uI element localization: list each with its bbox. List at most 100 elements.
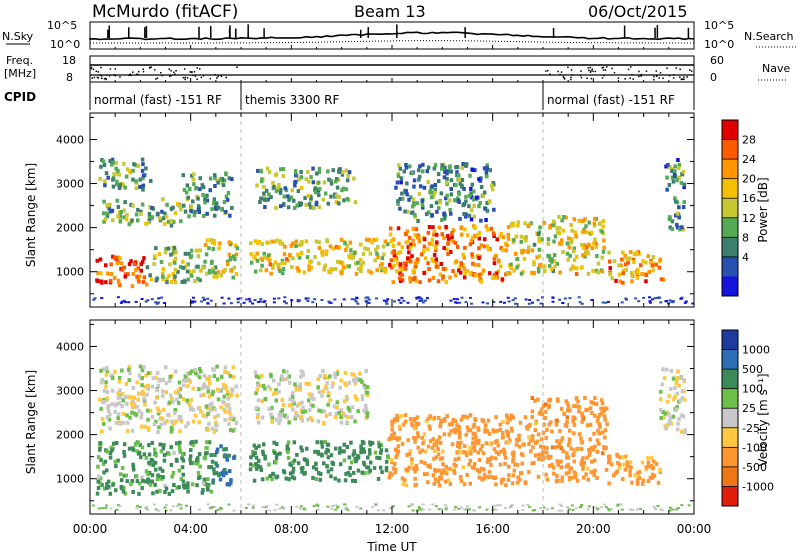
power-ground-cell [513, 297, 517, 300]
velocity-ground-cell [105, 504, 108, 507]
velocity-cell [225, 389, 230, 394]
velocity-cell [477, 458, 482, 462]
velocity-cell [471, 446, 476, 451]
power-ground-cell [421, 301, 425, 304]
power-cell [391, 244, 396, 248]
power-cell [212, 197, 217, 202]
velocity-cell [197, 367, 202, 371]
power-cell [192, 269, 196, 274]
power-cell [537, 239, 542, 244]
velocity-ground-cell [410, 504, 414, 507]
velocity-cell [527, 435, 531, 440]
power-cell [495, 237, 499, 242]
power-cell [621, 280, 625, 285]
velocity-cell [368, 442, 373, 447]
power-cell [540, 237, 544, 242]
velocity-cell [302, 471, 306, 476]
velocity-cell [96, 479, 100, 484]
power-cell [399, 267, 403, 272]
velocity-ground-cell [660, 509, 664, 512]
power-cell [577, 218, 581, 223]
velocity-cell [472, 462, 477, 467]
velocity-ground-cell [100, 507, 104, 510]
power-ground-cell [402, 299, 406, 302]
power-cell [620, 257, 624, 262]
velocity-cell [379, 450, 383, 455]
velocity-cell [281, 402, 286, 407]
power-ground-cell [385, 299, 389, 302]
velocity-ground-cell [596, 508, 600, 511]
velocity-cell [226, 482, 231, 486]
power-cell [463, 245, 467, 250]
velocity-cell [512, 468, 517, 473]
power-cell [442, 175, 447, 180]
power-cell [105, 214, 110, 219]
power-cell [483, 244, 487, 249]
freq-dot [563, 77, 565, 79]
power-cell [198, 187, 202, 192]
velocity-cell [426, 444, 431, 449]
velocity-cell [174, 369, 178, 374]
freq-dot [627, 68, 630, 71]
velocity-cell [137, 491, 141, 496]
velocity-cell [183, 374, 188, 379]
power-cell [396, 261, 400, 266]
freq-dot [602, 66, 605, 69]
velocity-cell [536, 397, 540, 402]
velocity-cell [477, 438, 481, 443]
velocity-cell [663, 411, 667, 416]
velocity-cell [665, 399, 670, 404]
power-cell [405, 181, 409, 186]
power-cell [361, 260, 365, 265]
velocity-cell [457, 435, 462, 440]
power-cell [191, 199, 195, 204]
velocity-cell [294, 387, 299, 392]
velocity-cell [675, 378, 679, 383]
freq-dot [686, 76, 688, 78]
power-cell [404, 240, 408, 245]
velocity-cell [105, 396, 109, 401]
power-cell [429, 190, 433, 195]
velocity-cell [119, 472, 123, 477]
power-cell [398, 250, 403, 255]
power-cell [479, 218, 483, 223]
power-cell [491, 181, 495, 185]
freq-dot [602, 69, 605, 71]
velocity-cell [98, 481, 102, 486]
velocity-cell [548, 454, 553, 459]
velocity-cell [230, 388, 235, 393]
velocity-cell [432, 449, 437, 453]
power-cell [279, 204, 283, 209]
velocity-cell [137, 450, 142, 455]
power-cell [400, 191, 404, 196]
power-cell [230, 177, 234, 182]
power-cell [461, 252, 465, 257]
velocity-ground-cell [508, 506, 512, 509]
power-cell [196, 254, 201, 259]
power-ground-cell [122, 299, 126, 302]
power-cell [171, 271, 176, 276]
velocity-cell [283, 377, 287, 382]
power-cell [647, 270, 651, 274]
velocity-cell [117, 412, 121, 417]
power-cell [213, 213, 217, 218]
velocity-cell [366, 455, 370, 460]
freq-dot [601, 77, 604, 79]
power-cell [430, 242, 434, 247]
velocity-cell [275, 474, 280, 479]
velocity-cell [254, 391, 258, 396]
power-cell [118, 182, 122, 187]
velocity-cell [114, 441, 119, 445]
power-cell [546, 253, 550, 258]
power-cell [665, 175, 669, 180]
velocity-cell [253, 370, 258, 375]
velocity-cell [229, 478, 233, 483]
power-cell [115, 261, 120, 265]
power-cell [205, 198, 210, 203]
power-cell [430, 213, 434, 218]
velocity-cell [193, 413, 198, 418]
velocity-cell [125, 420, 130, 425]
velocity-cell [572, 459, 576, 464]
velocity-cell [595, 449, 600, 454]
velocity-cell [483, 429, 487, 434]
